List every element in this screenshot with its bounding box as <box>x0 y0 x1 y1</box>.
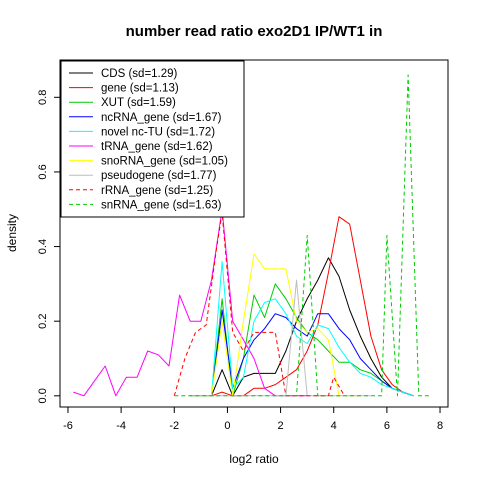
y-axis: 0.0 0.2 0.4 0.6 0.8 <box>37 90 60 403</box>
legend-entry: snRNA_gene (sd=1.63) <box>101 199 222 211</box>
x-axis: -6 -4 -2 0 2 4 6 8 <box>63 407 443 432</box>
legend-entry: CDS (sd=1.29) <box>101 68 178 80</box>
legend-entry: tRNA_gene (sd=1.62) <box>101 141 213 153</box>
series-layer <box>73 74 430 397</box>
x-tick-label: 0 <box>224 420 230 432</box>
x-tick-label: 6 <box>384 420 390 432</box>
legend-entry: snoRNA_gene (sd=1.05) <box>101 156 228 168</box>
series-line-5 <box>190 261 414 397</box>
legend: CDS (sd=1.29) gene (sd=1.13) XUT (sd=1.59)… <box>60 60 245 218</box>
legend-entry: rRNA_gene (sd=1.25) <box>101 185 213 197</box>
y-tick-label: 0.0 <box>37 388 49 403</box>
series-line-9 <box>173 212 345 397</box>
legend-box <box>60 60 245 218</box>
series-line-1 <box>190 257 414 397</box>
x-axis-label: log2 ratio <box>229 452 279 466</box>
x-tick-label: -2 <box>169 420 179 432</box>
y-axis-label: density <box>5 214 19 252</box>
series-line-8 <box>190 279 371 397</box>
legend-entry: novel nc-TU (sd=1.72) <box>101 126 215 138</box>
x-tick-label: 4 <box>331 420 337 432</box>
y-tick-label: 0.6 <box>37 164 49 179</box>
chart-title: number read ratio exo2D1 IP/WT1 in <box>126 23 383 40</box>
x-tick-label: -6 <box>63 420 73 432</box>
legend-entry: ncRNA_gene (sd=1.67) <box>101 112 222 124</box>
series-line-6 <box>73 208 308 397</box>
legend-entry: pseudogene (sd=1.77) <box>101 170 217 182</box>
x-tick-label: 8 <box>437 420 443 432</box>
y-tick-label: 0.8 <box>37 90 49 105</box>
series-line-7 <box>190 253 361 397</box>
y-tick-label: 0.2 <box>37 314 49 329</box>
x-tick-label: -4 <box>116 420 126 432</box>
y-tick-label: 0.4 <box>37 239 49 254</box>
plot-frame <box>59 59 449 408</box>
series-line-10 <box>174 74 430 397</box>
x-tick-label: 2 <box>278 420 284 432</box>
series-line-4 <box>190 309 414 397</box>
series-line-2 <box>190 216 414 397</box>
legend-entry: gene (sd=1.13) <box>101 83 179 95</box>
legend-entry: XUT (sd=1.59) <box>101 97 176 109</box>
